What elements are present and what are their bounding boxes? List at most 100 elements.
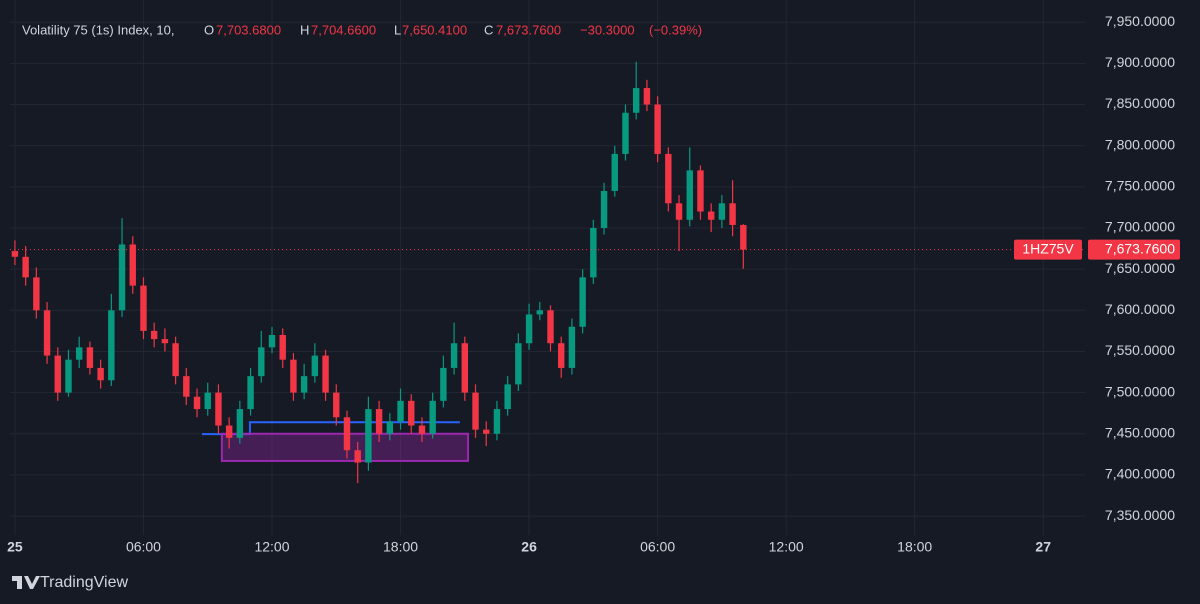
candle-body	[483, 429, 490, 434]
y-tick-label: 7,350.0000	[1105, 507, 1175, 523]
watermark: TradingView	[12, 574, 128, 591]
x-tick-label: 27	[1035, 539, 1051, 555]
ticker-label: 1HZ75V	[1022, 240, 1074, 256]
y-tick-label: 7,700.0000	[1105, 219, 1175, 235]
candle-body	[215, 392, 222, 426]
y-tick-label: 7,650.0000	[1105, 260, 1175, 276]
candle-body	[429, 400, 436, 434]
price-badge	[1088, 239, 1180, 260]
candle-body	[86, 347, 94, 368]
candle-body	[311, 355, 319, 377]
legend-value: 7,673.7600	[496, 22, 561, 37]
candle-body	[183, 376, 190, 397]
candle-body	[172, 343, 179, 377]
candle-body	[504, 384, 511, 410]
candle-body	[525, 314, 533, 344]
candle-body	[590, 227, 597, 278]
legend-value: 7,704.6600	[311, 22, 376, 37]
candle-body	[665, 153, 672, 204]
ticker-badge	[1014, 239, 1082, 260]
candle-body	[375, 409, 383, 434]
y-tick-label: 7,500.0000	[1105, 383, 1175, 399]
candle-body	[300, 376, 308, 393]
x-tick-label: 06:00	[640, 539, 675, 555]
candle-body	[707, 211, 715, 220]
legend-value: 7,703.6800	[216, 22, 281, 37]
candle-body	[622, 112, 629, 154]
y-tick-label: 7,850.0000	[1105, 95, 1175, 111]
candle-body	[611, 153, 618, 191]
candle-body	[290, 359, 297, 393]
y-tick-label: 7,400.0000	[1105, 466, 1175, 482]
x-tick-label: 12:00	[769, 539, 804, 555]
candle-body	[472, 392, 479, 430]
candle-body	[686, 170, 693, 220]
symbol-title: Volatility 75 (1s) Index, 10,	[22, 22, 174, 37]
candle-body	[547, 310, 554, 344]
candle-body	[75, 347, 83, 360]
candle-body	[461, 343, 469, 393]
candle-body	[654, 104, 661, 154]
y-tick-label: 7,600.0000	[1105, 301, 1175, 317]
candle-body	[333, 392, 340, 418]
candle-body	[108, 310, 115, 381]
legend-key: O	[204, 22, 214, 37]
candle-body	[418, 425, 426, 434]
candle-body	[22, 256, 29, 278]
candle-body	[632, 88, 640, 113]
y-tick-label: 7,550.0000	[1105, 342, 1175, 358]
candle-body	[65, 359, 72, 393]
candle-body	[643, 88, 651, 105]
x-tick-label: 26	[521, 539, 537, 555]
y-tick-label: 7,800.0000	[1105, 136, 1175, 152]
candle-body	[440, 367, 447, 401]
last-price-label: 7,673.7600	[1105, 240, 1175, 256]
candle-body	[97, 367, 104, 381]
candle-body	[515, 343, 522, 385]
candle-body	[54, 355, 61, 393]
candle-body	[33, 277, 40, 311]
candle-body	[247, 376, 254, 410]
candle-body	[450, 343, 458, 368]
y-tick-label: 7,450.0000	[1105, 424, 1175, 440]
candle-body	[279, 334, 286, 360]
x-tick-label: 25	[7, 539, 23, 555]
candle-body	[258, 347, 265, 377]
candle-body	[204, 392, 211, 410]
candle-body	[161, 339, 169, 344]
x-tick-label: 06:00	[126, 539, 161, 555]
candle-body	[536, 310, 544, 315]
candle-body	[740, 224, 747, 250]
candle-body	[718, 203, 726, 220]
candle-body	[118, 244, 126, 311]
candle-body	[129, 244, 136, 286]
candle-body	[408, 400, 415, 426]
logo	[12, 576, 40, 589]
legend-key: H	[300, 22, 309, 37]
candle-body	[11, 251, 19, 257]
grid	[10, 0, 1085, 535]
y-tick-label: 7,950.0000	[1105, 13, 1175, 29]
x-tick-label: 18:00	[897, 539, 932, 555]
legend-value: 7,650.4100	[402, 22, 467, 37]
candle-body	[193, 396, 201, 410]
candle-body	[675, 203, 683, 220]
candle-body	[557, 343, 565, 368]
x-tick-label: 12:00	[254, 539, 289, 555]
candle-body	[268, 334, 276, 348]
legend-key: L	[394, 22, 401, 37]
change-value: −30.3000	[580, 22, 635, 37]
watermark-text: TradingView	[40, 574, 128, 591]
candle-body	[579, 277, 586, 327]
candle-body	[600, 190, 608, 228]
candle-body	[150, 330, 158, 340]
candle-body	[397, 400, 404, 422]
candle-body	[140, 285, 147, 331]
x-tick-label: 18:00	[383, 539, 418, 555]
candle-body	[568, 326, 576, 368]
candle-body	[365, 409, 372, 463]
candle-body	[322, 355, 329, 393]
candle-body	[236, 409, 244, 438]
